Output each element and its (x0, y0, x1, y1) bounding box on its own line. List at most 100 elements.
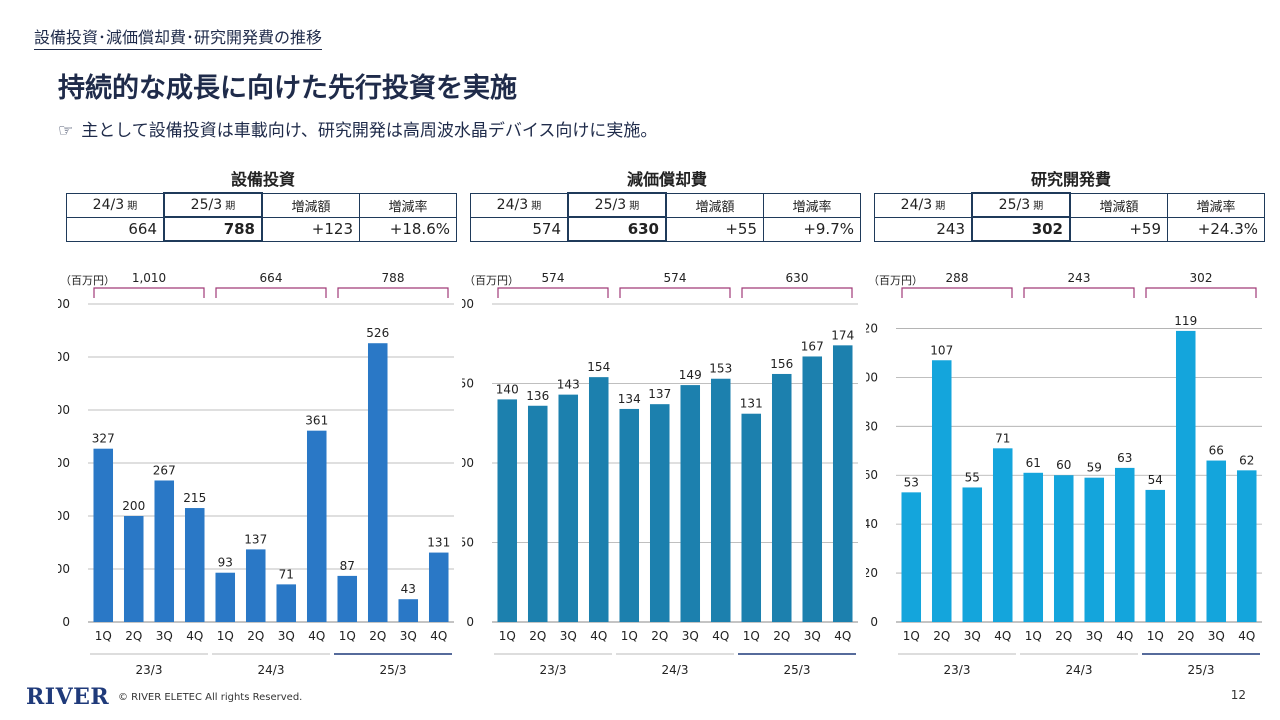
x-tick-label: 4Q (1238, 629, 1255, 643)
bar-value-label: 137 (244, 532, 267, 546)
y-tick-label: 400 (58, 403, 70, 417)
x-tick-label: 4Q (994, 629, 1011, 643)
y-tick-label: 300 (58, 456, 70, 470)
bar-chart: （百万円） 574 574 630 0 50 100 150 200 140 1Q 136 2Q 143 3… (462, 271, 858, 677)
annual-bracket (1023, 287, 1135, 298)
river-logo: RIVER (26, 684, 110, 710)
panel-title: 研究開発費 (1030, 170, 1111, 189)
bar-value-label: 361 (305, 414, 328, 428)
bar-chart: （百万円） 1,010 664 788 0 100 200 300 400 500 600 327 1Q… (58, 271, 454, 677)
summary-value-cell: +59 (1069, 216, 1168, 242)
x-tick-label: 2Q (651, 629, 668, 643)
y-tick-label: 200 (462, 297, 474, 311)
summary-header-cell: 24/3 期 (66, 192, 165, 218)
annual-bracket (497, 287, 609, 298)
panel-capex: 設備投資 24/3 期 25/3 期増減額 増減率 664 788 +123 +18.6% （百… (58, 160, 468, 690)
bar-value-label: 63 (1117, 451, 1132, 465)
x-tick-label: 3Q (804, 629, 821, 643)
bar (428, 552, 449, 622)
period-label: 25/3 (998, 197, 1031, 213)
x-tick-label: 3Q (560, 629, 577, 643)
x-tick-label: 2Q (529, 629, 546, 643)
x-tick-label: 4Q (712, 629, 729, 643)
period-suffix: 期 (124, 201, 138, 212)
page-number: 12 (1230, 688, 1246, 702)
bar-value-label: 43 (401, 582, 416, 596)
page-title: 持続的な成長に向けた先行投資を実施 (58, 73, 517, 104)
x-tick-label: 3Q (1208, 629, 1225, 643)
y-tick-label: 600 (58, 297, 70, 311)
y-tick-label: 50 (462, 536, 474, 550)
bar (741, 413, 762, 622)
period-suffix: 期 (626, 201, 640, 212)
bar (337, 575, 358, 622)
annual-bracket (1145, 287, 1257, 298)
annual-total-label: 243 (1068, 271, 1091, 285)
bar-value-label: 137 (648, 387, 671, 401)
bar (1236, 470, 1257, 622)
x-group-label: 24/3 (662, 663, 689, 677)
summary-value-cell: 574 (470, 216, 569, 242)
bar (93, 448, 114, 622)
bar-value-label: 66 (1209, 444, 1224, 458)
bar-value-label: 143 (557, 378, 580, 392)
summary-header-row: 24/3 期 25/3 期増減額 増減率 (470, 192, 861, 218)
bar (1206, 460, 1227, 622)
breadcrumb: 設備投資･減価償却費･研究開発費の推移 (34, 24, 323, 50)
bar-value-label: 54 (1148, 473, 1163, 487)
bar (992, 448, 1013, 622)
bar-value-label: 131 (740, 397, 763, 411)
annual-total-label: 574 (664, 271, 687, 285)
y-tick-label: 40 (866, 517, 878, 531)
period-label: 24/3 (496, 197, 529, 213)
x-tick-label: 4Q (186, 629, 203, 643)
bar (184, 508, 205, 622)
bar-value-label: 167 (801, 339, 824, 353)
bar-value-label: 134 (618, 392, 641, 406)
x-tick-label: 3Q (278, 629, 295, 643)
annual-bracket (215, 287, 327, 298)
summary-value-cell: +18.6% (359, 216, 457, 242)
x-group-label: 24/3 (258, 663, 285, 677)
summary-value-row: 243 302 +59 +24.3% (874, 216, 1265, 242)
x-tick-label: 1Q (621, 629, 638, 643)
bar-value-label: 140 (496, 382, 519, 396)
summary-value-cell: 664 (66, 216, 165, 242)
x-tick-label: 4Q (834, 629, 851, 643)
summary-header-cell: 増減率 (359, 192, 457, 218)
subtitle-text: 主として設備投資は車載向け、研究開発は高周波水晶デバイス向けに実施。 (81, 121, 658, 141)
bar (558, 394, 579, 622)
bar (215, 572, 236, 622)
bar (1053, 475, 1074, 622)
bar (306, 430, 327, 622)
bar-value-label: 327 (92, 432, 115, 446)
subtitle: ☞ 主として設備投資は車載向け、研究開発は高周波水晶デバイス向けに実施。 (58, 116, 657, 141)
x-group-label: 24/3 (1066, 663, 1093, 677)
annual-bracket (337, 287, 449, 298)
annual-total-label: 664 (260, 271, 283, 285)
bar-value-label: 153 (709, 362, 732, 376)
period-suffix: 期 (932, 201, 946, 212)
panel-title: 減価償却費 (626, 170, 707, 189)
annual-total-label: 302 (1190, 271, 1213, 285)
y-tick-label: 80 (866, 419, 878, 433)
bar (771, 373, 792, 622)
bar-value-label: 60 (1056, 458, 1071, 472)
y-tick-label: 500 (58, 350, 70, 364)
bar-value-label: 71 (279, 567, 294, 581)
bar (931, 360, 952, 622)
bar-chart: （百万円） 288 243 302 0 20 40 60 80 100 120 53 1Q 107 2Q 55… (866, 271, 1262, 677)
y-tick-label: 0 (466, 615, 474, 629)
bar-value-label: 174 (831, 328, 854, 342)
bar (123, 516, 144, 622)
annual-bracket (741, 287, 853, 298)
summary-table: 24/3 期 25/3 期増減額 増減率 664 788 +123 +18.6% (66, 192, 457, 242)
unit-label: （百万円） (60, 274, 115, 287)
bar (1084, 477, 1105, 622)
unit-label: （百万円） (464, 274, 519, 287)
x-tick-label: 2Q (247, 629, 264, 643)
bar (710, 378, 731, 622)
annual-total-label: 288 (946, 271, 969, 285)
bar-value-label: 215 (183, 491, 206, 505)
bar (619, 408, 640, 622)
